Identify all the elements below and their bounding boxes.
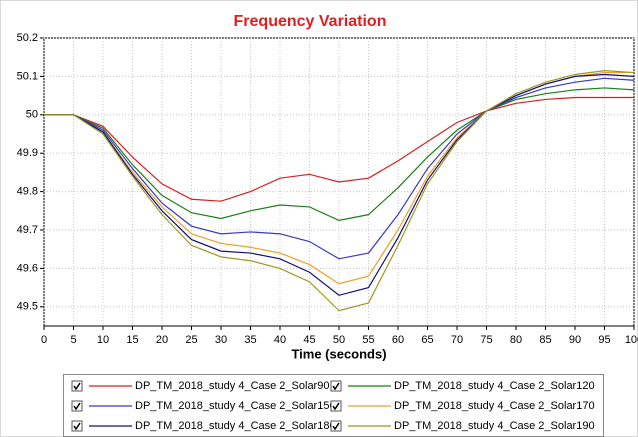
x-tick-label: 70	[451, 334, 463, 346]
x-tick-label: 25	[185, 334, 197, 346]
x-tick-label: 10	[97, 334, 109, 346]
y-tick-label: 49.5	[17, 301, 38, 313]
series-line	[44, 73, 635, 296]
x-axis-label: Time (seconds)	[291, 346, 386, 361]
x-tick-label: 95	[598, 334, 610, 346]
x-tick-label: 35	[244, 334, 256, 346]
series-line	[44, 87, 635, 222]
x-tick-label: 0	[41, 334, 47, 346]
y-tick-label: 50.2	[17, 32, 38, 44]
x-tick-label: 80	[510, 334, 522, 346]
legend-check	[73, 402, 81, 411]
y-tick-label: 49.8	[17, 186, 38, 198]
x-tick-label: 5	[70, 334, 76, 346]
legend-checkbox	[71, 420, 83, 432]
legend-label: DP_TM_2018_study 4_Case 2_Solar170	[394, 400, 595, 412]
x-tick-label: 50	[333, 334, 345, 346]
y-tick-label: 50	[26, 109, 38, 121]
legend-checkbox	[71, 380, 83, 392]
legend-check	[73, 382, 81, 391]
x-tick-label: 85	[539, 334, 551, 346]
legend-check	[332, 422, 340, 431]
y-tick-label: 49.7	[17, 224, 38, 236]
x-tick-label: 100	[625, 334, 638, 346]
legend-label: DP_TM_2018_study 4_Case 2_Solar150	[135, 400, 336, 412]
x-tick-label: 65	[421, 334, 433, 346]
y-tick-label: 49.9	[17, 147, 38, 159]
legend-check	[73, 422, 81, 431]
x-tick-label: 15	[126, 334, 138, 346]
legend-checkbox	[330, 380, 342, 392]
legend-label: DP_TM_2018_study 4_Case 2_Solar120	[394, 380, 595, 392]
x-tick-label: 20	[156, 334, 168, 346]
legend-label: DP_TM_2018_study 4_Case 2_Solar180	[135, 420, 336, 432]
legend-checkbox	[71, 400, 83, 412]
x-tick-label: 30	[215, 334, 227, 346]
x-tick-label: 40	[274, 334, 286, 346]
legend-checkbox	[330, 420, 342, 432]
legend-check	[332, 402, 340, 411]
x-tick-label: 55	[362, 334, 374, 346]
x-tick-label: 90	[569, 334, 581, 346]
y-tick-label: 49.6	[17, 262, 38, 274]
x-tick-label: 60	[392, 334, 404, 346]
series-line	[44, 77, 635, 260]
x-tick-label: 45	[303, 334, 315, 346]
legend-checkbox	[330, 400, 342, 412]
legend-label: DP_TM_2018_study 4_Case 2_Solar190	[394, 420, 595, 432]
legend-check	[332, 382, 340, 391]
x-tick-label: 75	[480, 334, 492, 346]
chart-title: Frequency Variation	[234, 13, 387, 30]
series-line	[44, 70, 635, 312]
series-line	[44, 96, 634, 202]
legend-label: DP_TM_2018_study 4_Case 2_Solar90	[135, 380, 329, 392]
y-tick-label: 50.1	[17, 70, 38, 82]
